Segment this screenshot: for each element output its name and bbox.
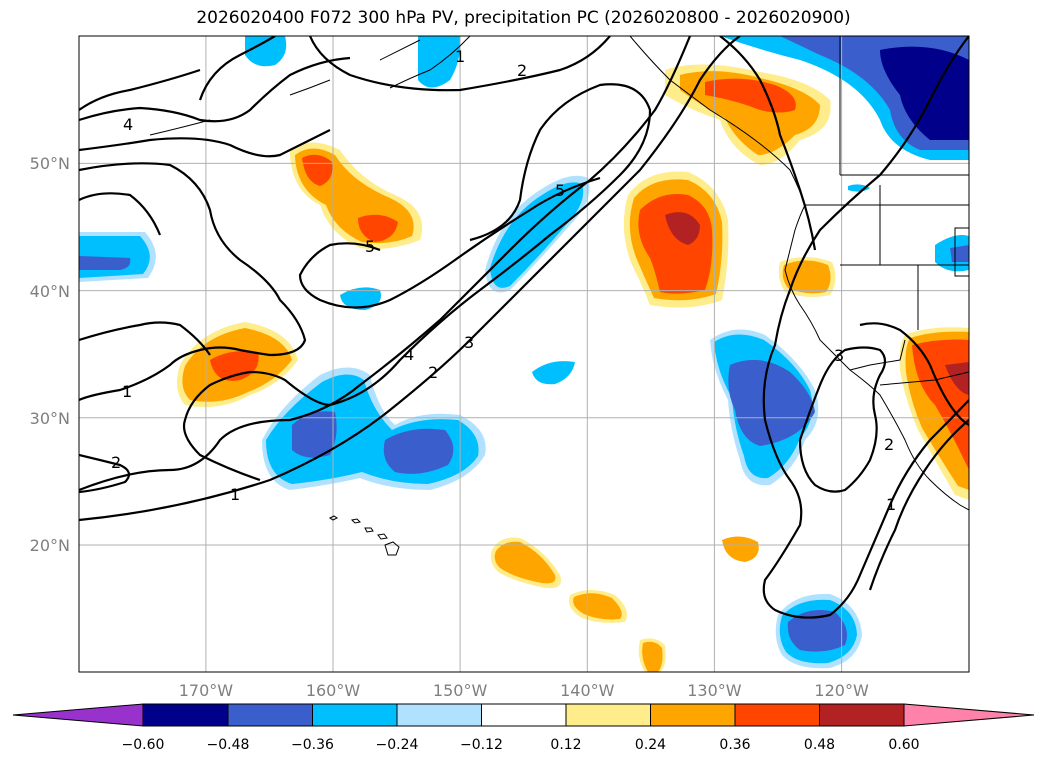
longitude-tick-labels: 170°W 160°W 150°W 140°W 130°W 120°W	[179, 681, 869, 700]
contour-label-4a: 4	[404, 345, 414, 364]
contour-label-3a: 3	[464, 333, 474, 352]
colorbar-extend-low	[12, 703, 144, 727]
colorbar-tick-labels: −0.60 −0.48 −0.36 −0.24 −0.12 0.12 0.24 …	[122, 737, 920, 753]
contour-label-2c: 2	[517, 61, 527, 80]
colorbar-tick-label: 0.12	[550, 737, 581, 753]
contour-label-3b: 3	[834, 346, 844, 365]
contour-label-5b: 5	[365, 237, 375, 256]
colorbar-tick-label: 0.24	[635, 737, 666, 753]
contour-labels: 1 1 1 1 2 2 2 2 3 3 4 4 5 5	[111, 47, 896, 514]
colorbar-tick-label: −0.48	[207, 737, 250, 753]
colorbar-tick-label: −0.36	[291, 737, 334, 753]
contour-label-2a: 2	[111, 453, 121, 472]
pv-contours	[79, 36, 969, 619]
colorbar-tick-label: 0.60	[888, 737, 919, 753]
lat-tick-50n: 50°N	[30, 154, 70, 173]
colorbar-tick-label: −0.12	[460, 737, 503, 753]
contour-label-1c: 1	[455, 47, 465, 66]
colorbar	[12, 703, 1035, 727]
contour-label-2b: 2	[428, 363, 438, 382]
lon-tick-120w: 120°W	[814, 681, 869, 700]
lat-tick-20n: 20°N	[30, 536, 70, 555]
contour-label-2d: 2	[884, 435, 894, 454]
colorbar-bin-8	[734, 703, 820, 727]
colorbar-bin-9	[819, 703, 905, 727]
contour-label-1d: 1	[886, 495, 896, 514]
colorbar-bin-5	[481, 703, 567, 727]
lat-tick-30n: 30°N	[30, 409, 70, 428]
colorbar-bin-4	[396, 703, 482, 727]
colorbar-bin-6	[565, 703, 651, 727]
colorbar-tick-label: 0.36	[719, 737, 750, 753]
lon-tick-160w: 160°W	[306, 681, 361, 700]
lon-tick-170w: 170°W	[179, 681, 234, 700]
lon-tick-130w: 130°W	[687, 681, 742, 700]
colorbar-tick-label: −0.60	[122, 737, 165, 753]
map-title: 2026020400 F072 300 hPa PV, precipitatio…	[196, 8, 851, 28]
colorbar-bin-3	[312, 703, 398, 727]
contour-label-4b: 4	[123, 115, 133, 134]
map-gridlines	[79, 36, 969, 672]
map-frame	[78, 35, 970, 673]
coastlines	[149, 36, 969, 511]
contour-label-1b: 1	[122, 382, 132, 401]
colorbar-bin-1	[142, 703, 229, 727]
hawaii-islands	[329, 515, 400, 556]
colorbar-extend-high	[903, 703, 1035, 727]
lat-tick-40n: 40°N	[30, 282, 70, 301]
contour-label-5a: 5	[555, 181, 565, 200]
lon-tick-140w: 140°W	[560, 681, 615, 700]
latitude-tick-labels: 20°N 30°N 40°N 50°N	[30, 154, 70, 555]
colorbar-tick-label: 0.48	[804, 737, 835, 753]
colorbar-bin-2	[227, 703, 313, 727]
colorbar-bin-7	[650, 703, 736, 727]
colorbar-tick-label: −0.24	[376, 737, 419, 753]
lon-tick-150w: 150°W	[433, 681, 488, 700]
contour-label-1a: 1	[230, 485, 240, 504]
precipitation-fill-layer	[79, 36, 969, 672]
